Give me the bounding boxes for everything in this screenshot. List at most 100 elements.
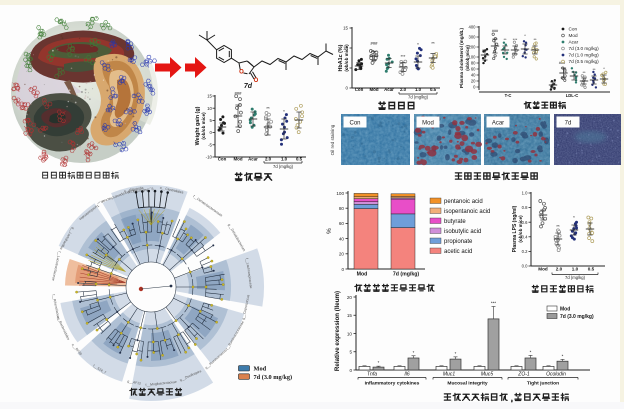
svg-text:20: 20 [471,79,476,84]
svg-text:Oil red staining: Oil red staining [330,124,335,155]
svg-text:%: % [326,228,333,234]
svg-text:c__Clostridia: c__Clostridia [124,186,144,193]
svg-text:*: * [417,42,419,47]
svg-text:**: ** [266,106,270,111]
svg-text:g__Coprococcus: g__Coprococcus [241,294,250,320]
svg-text:0.0: 0.0 [522,264,528,269]
svg-text:7d (3.0 mg/kg): 7d (3.0 mg/kg) [569,46,600,51]
svg-text:Plasma LPS (ng/ml): Plasma LPS (ng/ml) [512,205,518,252]
svg-text:Mod: Mod [357,272,368,278]
svg-text:(ob/ob mice): (ob/ob mice) [344,44,349,72]
svg-text:2.0: 2.0 [265,157,272,162]
svg-text:###: ### [235,91,243,96]
svg-text:O: O [239,70,244,76]
svg-text:propionate: propionate [444,239,473,245]
svg-text:**: ** [592,67,596,72]
svg-text:15: 15 [347,313,353,318]
svg-text:Inflammatory cytokines: Inflammatory cytokines [365,381,420,387]
svg-text:***: *** [401,54,406,59]
svg-text:15: 15 [207,94,212,99]
svg-text:10: 10 [207,106,212,111]
svg-text:15: 15 [343,26,348,31]
svg-text:###: ### [492,29,499,33]
svg-text:*: * [603,66,605,71]
svg-text:100: 100 [336,191,344,196]
svg-text:*: * [524,33,526,38]
svg-text:o__Clostridiales: o__Clostridiales [159,186,184,195]
svg-text:(ob/ob mice): (ob/ob mice) [465,45,470,71]
svg-text:0.6: 0.6 [522,220,528,225]
svg-text:Mod: Mod [569,33,579,38]
svg-text:1.0: 1.0 [572,267,579,272]
svg-text:**: ** [533,37,537,42]
svg-text:f__S24_7: f__S24_7 [92,364,107,375]
svg-text:*: * [530,349,532,354]
svg-text:**: ** [582,70,586,75]
svg-text:80: 80 [339,206,345,211]
svg-text:60: 60 [471,67,476,72]
svg-text:*: * [573,215,575,220]
svg-text:0: 0 [349,368,352,373]
svg-text:0.2: 0.2 [522,249,528,254]
svg-text:400: 400 [469,25,477,30]
svg-text:Acar: Acar [492,121,504,127]
svg-text:10: 10 [343,46,348,51]
svg-text:-5: -5 [208,142,212,147]
svg-text:0: 0 [346,86,349,91]
svg-text:7d: 7d [244,83,253,90]
svg-text:Il6: Il6 [404,372,410,378]
svg-text:butyrate: butyrate [444,219,466,225]
svg-text:f__Mogibacteriaceae: f__Mogibacteriaceae [145,380,177,387]
svg-text:0: 0 [210,130,213,135]
svg-text:Tnfa: Tnfa [367,372,377,378]
svg-text:10: 10 [347,331,353,336]
svg-text:0.5: 0.5 [296,157,303,162]
svg-text:###: ### [371,41,379,46]
svg-text:40: 40 [471,73,476,78]
svg-text:O: O [254,78,259,84]
svg-text:7d (mg/kg): 7d (mg/kg) [273,164,294,169]
svg-text:Mod: Mod [369,87,378,92]
svg-text:Muc1: Muc1 [443,372,455,378]
svg-text:*: * [562,353,564,358]
svg-text:5: 5 [349,350,352,355]
svg-text:Con: Con [355,87,364,92]
svg-text:Mod: Mod [538,267,548,272]
svg-text:*: * [283,109,285,114]
svg-text:Con: Con [569,27,578,32]
svg-text:isobutylic acid: isobutylic acid [444,229,481,235]
svg-text:*: * [455,351,457,356]
svg-text:f__Lactobacillaceae: f__Lactobacillaceae [51,251,61,281]
svg-text:*: * [413,350,415,355]
svg-text:60: 60 [339,221,345,226]
svg-text:f__Rikenellaceae: f__Rikenellaceae [51,294,60,320]
svg-text:0.5: 0.5 [430,87,437,92]
svg-text:LDL-C: LDL-C [566,93,579,98]
svg-text:300: 300 [469,35,477,40]
svg-text:Relative expression (Ileum): Relative expression (Ileum) [334,291,341,371]
svg-text:5: 5 [210,118,213,123]
svg-text:5: 5 [346,66,349,71]
svg-text:1.0: 1.0 [415,87,422,92]
svg-text:(ob/ob mice): (ob/ob mice) [518,215,523,243]
svg-text:Acar: Acar [248,157,258,162]
svg-text:-10: -10 [206,155,213,160]
svg-text:**: ** [503,37,507,42]
svg-text:100: 100 [469,55,477,60]
svg-text:T-C: T-C [505,93,512,98]
svg-text:pentanoic acid: pentanoic acid [444,199,483,205]
svg-text:Acar: Acar [384,87,394,92]
svg-text:Tight junction: Tight junction [527,381,559,387]
svg-text:7d (3.0 mg/kg): 7d (3.0 mg/kg) [560,314,594,320]
svg-text:Weight gain (g): Weight gain (g) [195,106,201,145]
svg-text:ZO-1: ZO-1 [517,372,530,378]
svg-text:Acar: Acar [569,40,579,45]
svg-text:0.5: 0.5 [588,267,595,272]
svg-text:1.0: 1.0 [522,191,528,196]
svg-text:acetic acid: acetic acid [444,249,472,255]
svg-text:200: 200 [469,45,477,50]
svg-text:0: 0 [341,267,344,272]
svg-text:7d (3.0 mg/kg): 7d (3.0 mg/kg) [254,374,293,381]
svg-text:***: *** [513,37,518,42]
svg-text:Plasma cholesterol (mg/dL): Plasma cholesterol (mg/dL) [459,28,464,88]
